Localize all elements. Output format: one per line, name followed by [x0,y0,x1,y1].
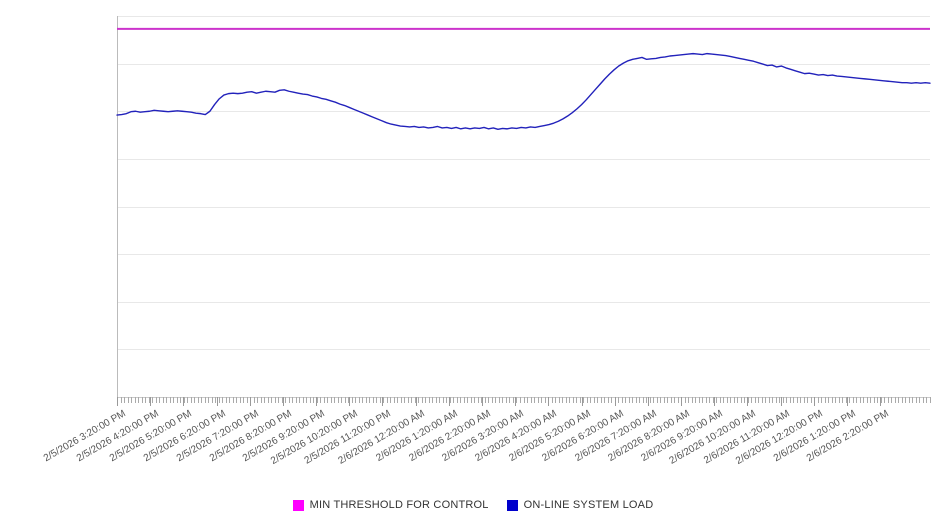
x-axis-ticks [117,397,931,406]
legend-label: ON-LINE SYSTEM LOAD [523,499,654,511]
legend-swatch-magenta [292,499,304,511]
legend-label: MIN THRESHOLD FOR CONTROL [309,499,489,511]
legend-swatch-blue [506,499,518,511]
series-line-on-line-system-load [116,52,931,131]
plot-background [117,16,930,397]
chart-legend: MIN THRESHOLD FOR CONTROL ON-LINE SYSTEM… [0,494,946,516]
gridlines [117,16,930,350]
legend-item-on-line-system-load[interactable]: ON-LINE SYSTEM LOAD [506,499,654,511]
legend-item-min-threshold-for-control[interactable]: MIN THRESHOLD FOR CONTROL [292,499,489,511]
